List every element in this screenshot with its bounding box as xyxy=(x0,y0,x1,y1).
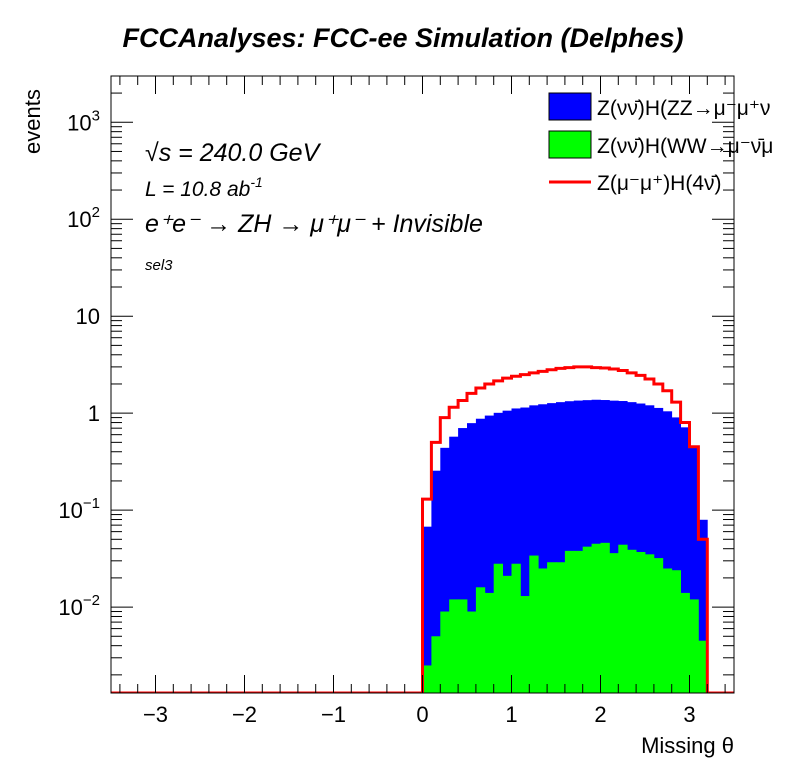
y-axis-label: events xyxy=(20,89,45,154)
bar-ww-24 xyxy=(636,551,646,693)
bar-zz-18 xyxy=(582,400,592,693)
svg-text:√s = 240.0 GeV: √s = 240.0 GeV xyxy=(145,139,322,167)
bar-zz-1 xyxy=(431,470,441,693)
bar-zz-16 xyxy=(564,401,575,693)
bar-zz-21 xyxy=(609,400,619,693)
bar-zz-2 xyxy=(440,447,450,693)
bar-zz-15 xyxy=(556,402,566,693)
bar-ww-27 xyxy=(662,568,673,693)
bar-ww-23 xyxy=(627,549,637,693)
bar-ww-21 xyxy=(609,553,619,693)
bar-ww-14 xyxy=(547,562,557,693)
annotation-selection: sel3 xyxy=(145,257,173,274)
line-zmumu-h4nu xyxy=(111,365,734,693)
bar-zz-17 xyxy=(573,400,584,693)
bar-zz-26 xyxy=(653,407,664,693)
bar-ww-15 xyxy=(556,562,566,693)
bar-ww-31 xyxy=(698,640,708,693)
chart-title: FCCAnalyses: FCC-ee Simulation (Delphes) xyxy=(122,23,683,53)
bar-ww-11 xyxy=(520,596,530,693)
x-tick-label: 2 xyxy=(594,702,606,727)
x-tick-label: −2 xyxy=(232,702,257,727)
sqrt-s-value: = 240.0 GeV xyxy=(171,139,321,167)
bar-ww-0 xyxy=(422,665,432,693)
bar-zz-14 xyxy=(547,403,557,693)
x-tick-label: 0 xyxy=(416,702,428,727)
bar-zz-6 xyxy=(475,418,486,693)
bar-ww-4 xyxy=(458,599,468,693)
bar-zz-24 xyxy=(636,403,646,693)
bar-ww-2 xyxy=(440,611,450,693)
lumi-text: L = 10.8 ab xyxy=(145,178,251,201)
legend-label-1: Z(νν̄)H(WW→μ⁻ν̄μ xyxy=(597,135,773,158)
legend-swatch-1 xyxy=(548,130,592,159)
bar-ww-7 xyxy=(484,592,495,693)
bar-ww-12 xyxy=(529,555,539,693)
y-tick-label: 102 xyxy=(67,204,100,232)
bar-ww-10 xyxy=(511,563,521,693)
plot-layer xyxy=(111,365,734,693)
bar-zz-8 xyxy=(493,412,503,693)
lumi-exp: -1 xyxy=(250,174,262,190)
bar-zz-12 xyxy=(529,405,539,693)
x-tick-label: −1 xyxy=(321,702,346,727)
bar-zz-11 xyxy=(520,407,530,693)
bar-ww-18 xyxy=(582,546,592,693)
bar-zz-0 xyxy=(422,526,432,693)
bar-ww-5 xyxy=(467,611,477,693)
bars-group xyxy=(111,365,734,693)
annotation-luminosity: L = 10.8 ab-1 xyxy=(145,174,263,201)
bar-zz-29 xyxy=(680,427,690,693)
bar-ww-26 xyxy=(653,558,664,693)
bar-ww-20 xyxy=(600,542,610,693)
legend: Z(νν̄)H(ZZ→μ⁻μ⁺ν Z(νν̄)H(WW→μ⁻ν̄μ Z(μ⁻μ⁺)H… xyxy=(548,92,773,195)
y-tick-label: 103 xyxy=(67,107,100,135)
bar-zz-10 xyxy=(511,408,521,693)
bar-zz-30 xyxy=(689,445,699,693)
legend-label-2: Z(μ⁻μ⁺)H(4ν̄) xyxy=(597,172,722,195)
bar-ww-6 xyxy=(475,587,486,693)
annotation-sqrt-s: √s = 240.0 GeV xyxy=(145,139,322,167)
bar-zz-25 xyxy=(645,405,655,693)
bar-ww-22 xyxy=(618,544,628,693)
bar-zz-5 xyxy=(467,423,477,693)
bar-ww-19 xyxy=(591,543,601,693)
bar-ww-9 xyxy=(502,575,512,693)
bar-ww-16 xyxy=(564,550,575,693)
bar-zz-28 xyxy=(671,417,681,693)
bar-ww-29 xyxy=(680,592,690,693)
axes-layer: −3 −2 −1 0 1 2 3 10−2 10−1 1 10 102 103 xyxy=(58,75,735,727)
sqrt-s-symbol: √s xyxy=(145,139,171,167)
legend-swatch-0 xyxy=(548,92,592,121)
bar-zz-7 xyxy=(484,415,495,693)
x-tick-label: 3 xyxy=(683,702,695,727)
legend-label-0: Z(νν̄)H(ZZ→μ⁻μ⁺ν xyxy=(597,97,771,120)
y-tick-label: 10 xyxy=(76,304,100,329)
bar-ww-25 xyxy=(645,554,655,693)
x-tick-label: 1 xyxy=(505,702,517,727)
bar-zz-4 xyxy=(458,428,468,693)
bar-zz-23 xyxy=(627,402,637,693)
y-tick-label: 10−1 xyxy=(58,495,100,523)
bar-ww-1 xyxy=(431,636,441,693)
bar-ww-30 xyxy=(689,599,699,693)
bar-zz-3 xyxy=(449,436,459,693)
x-tick-label: −3 xyxy=(143,702,168,727)
annotation-process: e⁺e⁻ → ZH → μ⁺μ⁻ + Invisible xyxy=(145,210,483,238)
bar-ww-13 xyxy=(538,568,548,693)
bar-zz-31 xyxy=(698,519,708,693)
bar-ww-28 xyxy=(671,570,681,693)
bar-ww-3 xyxy=(449,599,459,693)
y-tick-label: 1 xyxy=(88,401,100,426)
bar-zz-9 xyxy=(502,410,512,693)
x-axis-label: Missing θ xyxy=(641,733,734,758)
y-tick-label: 10−2 xyxy=(58,592,100,620)
bar-zz-13 xyxy=(538,404,548,693)
bar-ww-17 xyxy=(573,550,584,693)
bar-zz-27 xyxy=(662,411,673,693)
bar-ww-8 xyxy=(493,563,503,693)
